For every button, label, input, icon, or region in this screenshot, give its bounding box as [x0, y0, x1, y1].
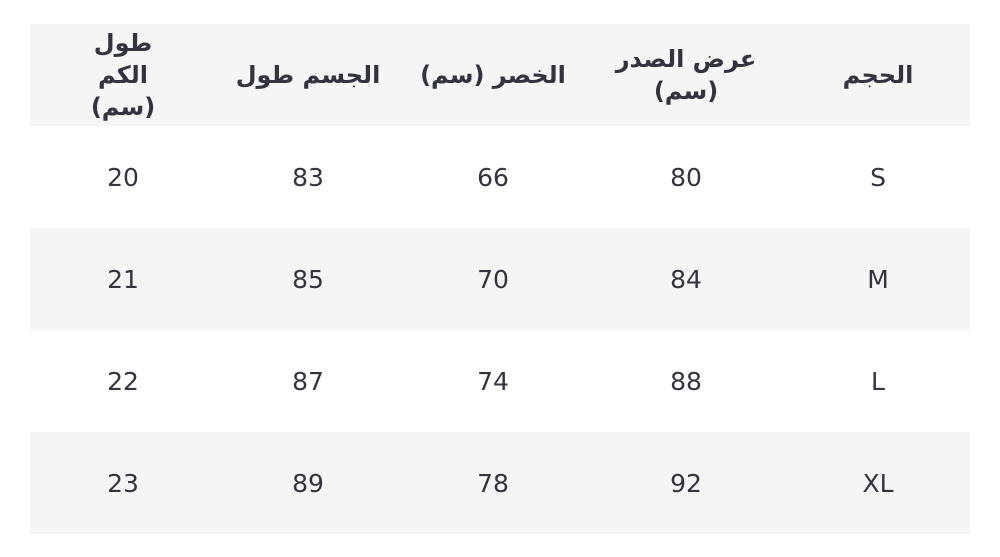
table-row: M 84 70 85 21: [30, 228, 970, 330]
cell-chest-width: 84: [670, 264, 702, 294]
cell-body-length: 83: [292, 162, 324, 192]
table-row: S 80 66 83 20: [30, 126, 970, 228]
cell-chest-width: 88: [670, 366, 702, 396]
cell-size: XL: [862, 468, 894, 498]
header-waist: الخصر (سم): [420, 61, 566, 89]
table-row: L 88 74 87 22: [30, 330, 970, 432]
table-row: XL 92 78 89 23: [30, 432, 970, 534]
cell-sleeve-length: 23: [107, 468, 139, 498]
cell-body-length: 87: [292, 366, 324, 396]
header-size: الحجم: [842, 61, 914, 89]
cell-chest-width: 92: [670, 468, 702, 498]
cell-size: L: [871, 366, 885, 396]
cell-sleeve-length: 21: [107, 264, 139, 294]
cell-waist: 66: [477, 162, 509, 192]
header-sleeve-length: طول الكم (سم): [90, 29, 156, 121]
size-chart-table: الحجم عرض الصدر (سم) الخصر (سم) الجسم طو…: [30, 24, 970, 534]
cell-sleeve-length: 20: [107, 162, 139, 192]
header-body-length: الجسم طول: [235, 61, 381, 89]
table-header-row: الحجم عرض الصدر (سم) الخصر (سم) الجسم طو…: [30, 24, 970, 126]
cell-body-length: 85: [292, 264, 324, 294]
cell-waist: 74: [477, 366, 509, 396]
cell-body-length: 89: [292, 468, 324, 498]
cell-chest-width: 80: [670, 162, 702, 192]
header-chest-width: عرض الصدر (سم): [615, 45, 757, 105]
cell-waist: 78: [477, 468, 509, 498]
cell-size: M: [867, 264, 889, 294]
cell-sleeve-length: 22: [107, 366, 139, 396]
cell-waist: 70: [477, 264, 509, 294]
cell-size: S: [870, 162, 886, 192]
